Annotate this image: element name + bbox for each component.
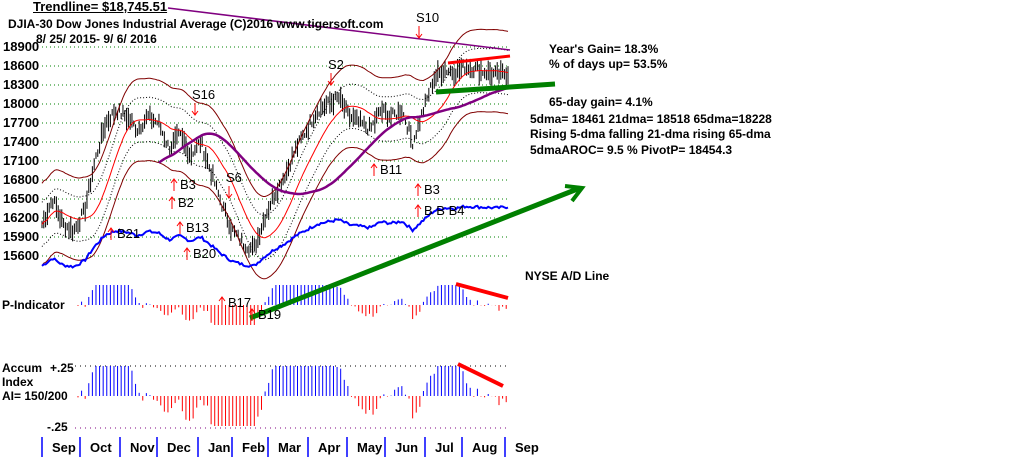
buy-arrow-icon xyxy=(107,227,115,240)
signal-label: B2 xyxy=(178,195,194,210)
y-tick-label: 17700 xyxy=(3,115,40,130)
y-tick-label: 15900 xyxy=(3,229,40,244)
aroc-pivot: 5dmaAROC= 9.5 % PivotP= 18454.3 xyxy=(530,143,733,157)
accum-label-2: Index xyxy=(2,375,34,389)
month-label: Apr xyxy=(318,440,341,455)
buy-arrow-icon xyxy=(370,163,378,176)
y-tick-label: 15600 xyxy=(3,248,40,263)
signal-label: B19 xyxy=(258,307,282,322)
month-label: Sep xyxy=(52,440,76,455)
signal-label: B11 xyxy=(380,162,403,177)
month-label: Dec xyxy=(167,440,191,455)
signal-label: B21 xyxy=(117,226,141,241)
dma-values: 5dma= 18461 21dma= 18518 65dma=18228 xyxy=(530,112,772,126)
signal-label: B20 xyxy=(193,246,217,261)
trendline-support xyxy=(435,81,556,95)
buy-arrow-icon xyxy=(218,296,226,309)
ai-bottom-label: -.25 xyxy=(47,420,68,434)
y-tick-label: 16500 xyxy=(3,191,40,206)
gain-65: 65-day gain= 4.1% xyxy=(549,95,653,109)
band-lower xyxy=(41,111,509,280)
month-label: Mar xyxy=(278,440,302,455)
month-label: Jan xyxy=(208,440,231,455)
trendline-value: Trendline= $18,745.51 xyxy=(33,0,168,14)
dma-trend: Rising 5-dma falling 21-dma rising 65-dm… xyxy=(530,127,771,141)
month-label: Nov xyxy=(130,440,155,455)
signal-label: B3 xyxy=(424,182,440,197)
month-label: Oct xyxy=(90,440,112,455)
y-tick-label: 16800 xyxy=(3,172,40,187)
pct-days-up: % of days up= 53.5% xyxy=(549,57,668,71)
y-tick-label: 18900 xyxy=(3,39,40,54)
month-label: Jul xyxy=(435,440,454,455)
buy-arrow-icon xyxy=(168,196,176,209)
sell-arrow-icon xyxy=(225,186,233,199)
signal-label: S16 xyxy=(192,87,216,102)
band-inner-upper xyxy=(41,47,509,216)
month-label: May xyxy=(357,440,383,455)
buy-arrow-icon xyxy=(170,178,178,191)
month-label: Sep xyxy=(515,440,539,455)
signal-label: S6 xyxy=(226,170,242,185)
month-label: Jun xyxy=(395,440,419,455)
signal-label: S2 xyxy=(328,57,344,72)
signal-label: B13 xyxy=(186,220,210,235)
ma65-line xyxy=(158,86,509,196)
years-gain: Year's Gain= 18.3% xyxy=(549,42,659,56)
y-tick-label: 18300 xyxy=(3,77,40,92)
band-inner-lower xyxy=(41,92,509,261)
buy-arrow-icon xyxy=(176,221,184,234)
ai-top-label: +.25 xyxy=(50,361,74,375)
p-divergence-line xyxy=(455,282,509,300)
date-range: 8/ 25/ 2015- 9/ 6/ 2016 xyxy=(36,32,157,46)
sell-arrow-icon xyxy=(415,26,423,39)
signal-label: B17 xyxy=(228,295,252,310)
y-tick-label: 16200 xyxy=(3,210,40,225)
trendline-ad xyxy=(249,185,581,321)
band-upper xyxy=(41,28,509,197)
accum-label-3: AI= 150/200 xyxy=(2,389,68,403)
chart-title: DJIA-30 Dow Jones Industrial Average (C)… xyxy=(8,17,384,31)
signal-label: B3 xyxy=(180,177,196,192)
resistance-line xyxy=(447,54,511,65)
y-tick-label: 17100 xyxy=(3,153,40,168)
month-label: Feb xyxy=(242,440,266,455)
y-tick-label: 17400 xyxy=(3,134,40,149)
buy-arrow-icon xyxy=(248,308,256,321)
ai-divergence-line xyxy=(457,362,504,388)
buy-arrow-icon xyxy=(183,247,191,260)
arrow-head-icon xyxy=(564,184,586,203)
sell-arrow-icon xyxy=(327,73,335,86)
accum-label-1: Accum xyxy=(2,361,43,375)
sell-arrow-icon xyxy=(191,103,199,116)
buy-arrow-icon xyxy=(414,204,422,217)
buy-arrow-icon xyxy=(414,183,422,196)
trendline-resistance xyxy=(167,7,511,51)
month-label: Aug xyxy=(472,440,498,455)
signal-label: S10 xyxy=(416,10,440,25)
p-indicator-label: P-Indicator xyxy=(2,298,65,312)
y-tick-label: 18600 xyxy=(3,58,40,73)
ad-line xyxy=(41,204,509,269)
signal-label: B B B4 xyxy=(424,203,465,218)
ma21-line xyxy=(41,69,509,239)
y-tick-label: 18000 xyxy=(3,96,40,111)
ad-line-label: NYSE A/D Line xyxy=(525,269,610,283)
